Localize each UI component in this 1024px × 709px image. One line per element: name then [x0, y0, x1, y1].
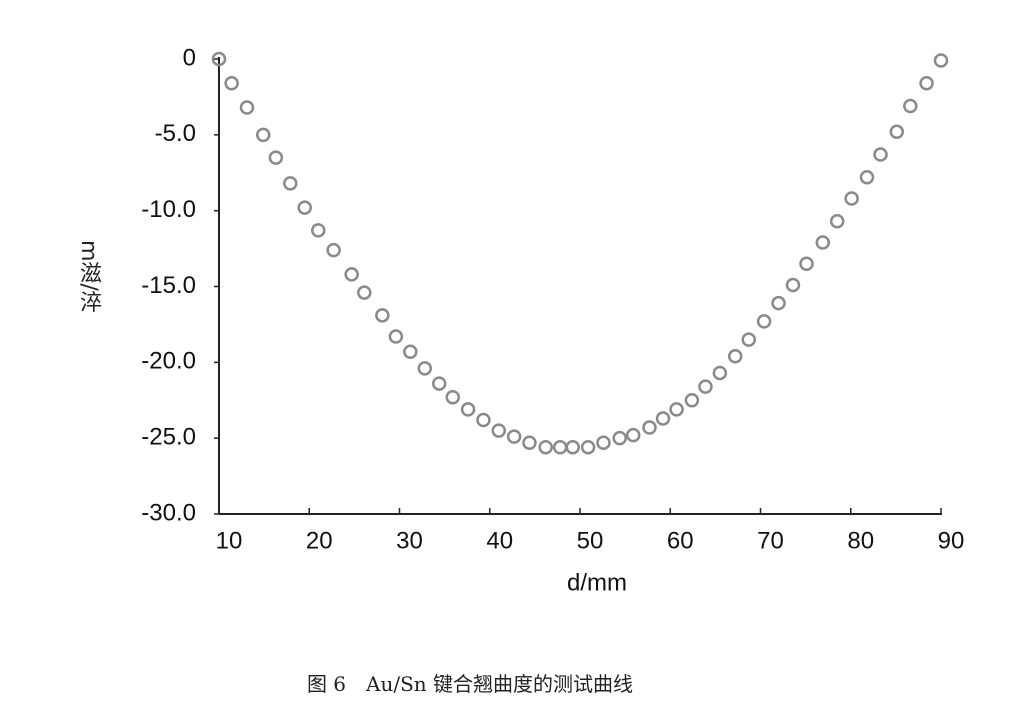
- point: [522, 435, 537, 450]
- point: [625, 427, 641, 443]
- point: [580, 440, 596, 455]
- point: [889, 124, 905, 140]
- point: [326, 242, 341, 258]
- point: [933, 53, 949, 68]
- point: [283, 176, 298, 191]
- point: [445, 389, 460, 405]
- point: [375, 308, 390, 323]
- y-tick-label: -30.0: [141, 499, 196, 526]
- point: [698, 379, 713, 394]
- point: [815, 235, 831, 250]
- point: [829, 214, 845, 229]
- x-tick-label: 70: [757, 527, 784, 554]
- point: [388, 329, 404, 344]
- x-tick-label: 20: [306, 527, 333, 554]
- point: [552, 440, 568, 455]
- point: [919, 76, 934, 91]
- point: [771, 295, 786, 311]
- x-tick-label: 40: [486, 527, 513, 554]
- x-tick-label: 90: [938, 527, 965, 554]
- point: [642, 420, 657, 435]
- point: [756, 314, 772, 329]
- point: [727, 349, 743, 364]
- point: [255, 127, 271, 143]
- point: [417, 361, 433, 376]
- point: [799, 256, 814, 271]
- point: [460, 402, 476, 417]
- y-tick-label: 0: [183, 44, 196, 71]
- point: [655, 411, 671, 426]
- x-tick-label: 60: [667, 527, 694, 554]
- y-tick-label: -10.0: [141, 196, 196, 223]
- point: [506, 429, 522, 444]
- point: [344, 267, 359, 282]
- point: [741, 332, 757, 347]
- point: [431, 376, 447, 391]
- point: [403, 344, 418, 359]
- point: [211, 51, 227, 67]
- point: [538, 440, 553, 455]
- point: [491, 423, 507, 438]
- point: [476, 412, 491, 428]
- point: [669, 402, 684, 417]
- point: [785, 277, 801, 293]
- y-tick-label: -25.0: [141, 424, 196, 451]
- point: [268, 150, 284, 165]
- y-tick-label: -15.0: [141, 272, 196, 299]
- y-tick-label: -20.0: [141, 348, 196, 375]
- y-axis-label: m滋/淬: [76, 240, 101, 313]
- point: [311, 223, 326, 238]
- point: [596, 435, 611, 450]
- point: [873, 147, 888, 162]
- point: [297, 200, 312, 215]
- y-tick-label: -5.0: [155, 120, 196, 147]
- point: [844, 191, 859, 206]
- point: [612, 430, 627, 446]
- x-tick-label: 80: [847, 527, 874, 554]
- point: [684, 393, 700, 408]
- x-axis-label: d/mm: [567, 569, 627, 596]
- point: [357, 285, 372, 300]
- point: [712, 365, 728, 381]
- x-tick-label: 30: [396, 527, 423, 554]
- point: [565, 440, 581, 455]
- point: [239, 100, 255, 115]
- point: [859, 170, 875, 185]
- point: [903, 98, 918, 114]
- x-tick-label: 50: [577, 527, 604, 554]
- x-tick-label: 10: [216, 527, 243, 554]
- point: [224, 76, 239, 91]
- caption: 图 6 Au/Sn 键合翘曲度的测试曲线: [306, 672, 634, 696]
